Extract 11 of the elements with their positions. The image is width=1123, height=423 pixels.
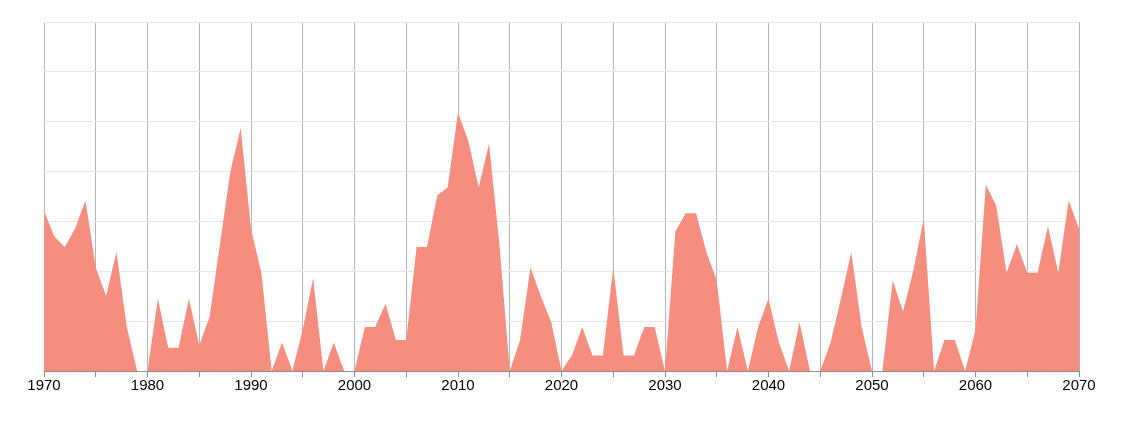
x-tick-label: 2030 (648, 376, 682, 394)
x-tick-label: 2060 (958, 376, 993, 394)
x-tick-label: 2000 (337, 376, 372, 394)
x-tick-label: 1980 (130, 376, 165, 394)
x-tick-label: 1970 (27, 376, 61, 394)
x-tick-label: 1990 (234, 376, 268, 394)
x-tick-label: 2040 (751, 376, 786, 394)
x-tick-label: 2050 (855, 376, 889, 394)
x-tick-label: 2010 (441, 376, 475, 394)
x-tick-label: 2070 (1062, 376, 1096, 394)
x-tick-label: 2020 (544, 376, 579, 394)
